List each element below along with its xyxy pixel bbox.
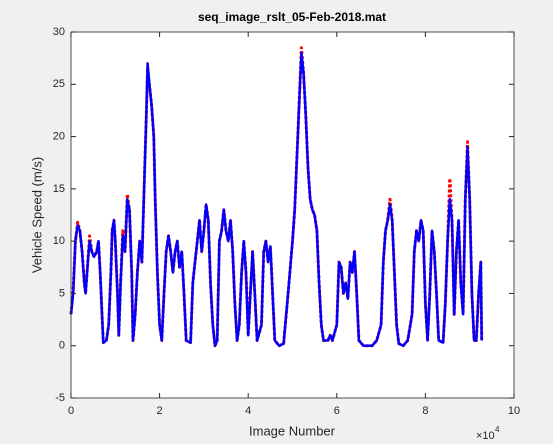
x-tick-label: 8 bbox=[422, 405, 428, 417]
x-tick-label: 6 bbox=[334, 405, 340, 417]
y-tick-label: 25 bbox=[53, 78, 65, 90]
y-axis-label: Vehicle Speed (m/s) bbox=[29, 157, 44, 273]
x-tick-label: 10 bbox=[508, 405, 520, 417]
y-tick-label: 20 bbox=[53, 130, 65, 142]
series-line bbox=[69, 51, 483, 347]
x-multiplier: ×10 bbox=[476, 430, 495, 442]
x-tick-label: 0 bbox=[68, 405, 74, 417]
y-tick-label: 0 bbox=[59, 340, 65, 352]
x-tick-label: 4 bbox=[245, 405, 251, 417]
x-axis-label: Image Number bbox=[249, 423, 336, 438]
chart-title: seq_image_rslt_05-Feb-2018.mat bbox=[198, 10, 386, 24]
y-tick-label: -5 bbox=[55, 392, 65, 404]
y-tick-label: 30 bbox=[53, 26, 65, 38]
x-multiplier-exponent: 4 bbox=[495, 425, 500, 434]
axes-box bbox=[70, 31, 515, 399]
x-tick-label: 2 bbox=[157, 405, 163, 417]
y-tick-label: 5 bbox=[59, 287, 65, 299]
plot-area bbox=[71, 32, 514, 398]
y-tick-label: 10 bbox=[53, 235, 65, 247]
y-tick-label: 15 bbox=[53, 183, 65, 195]
